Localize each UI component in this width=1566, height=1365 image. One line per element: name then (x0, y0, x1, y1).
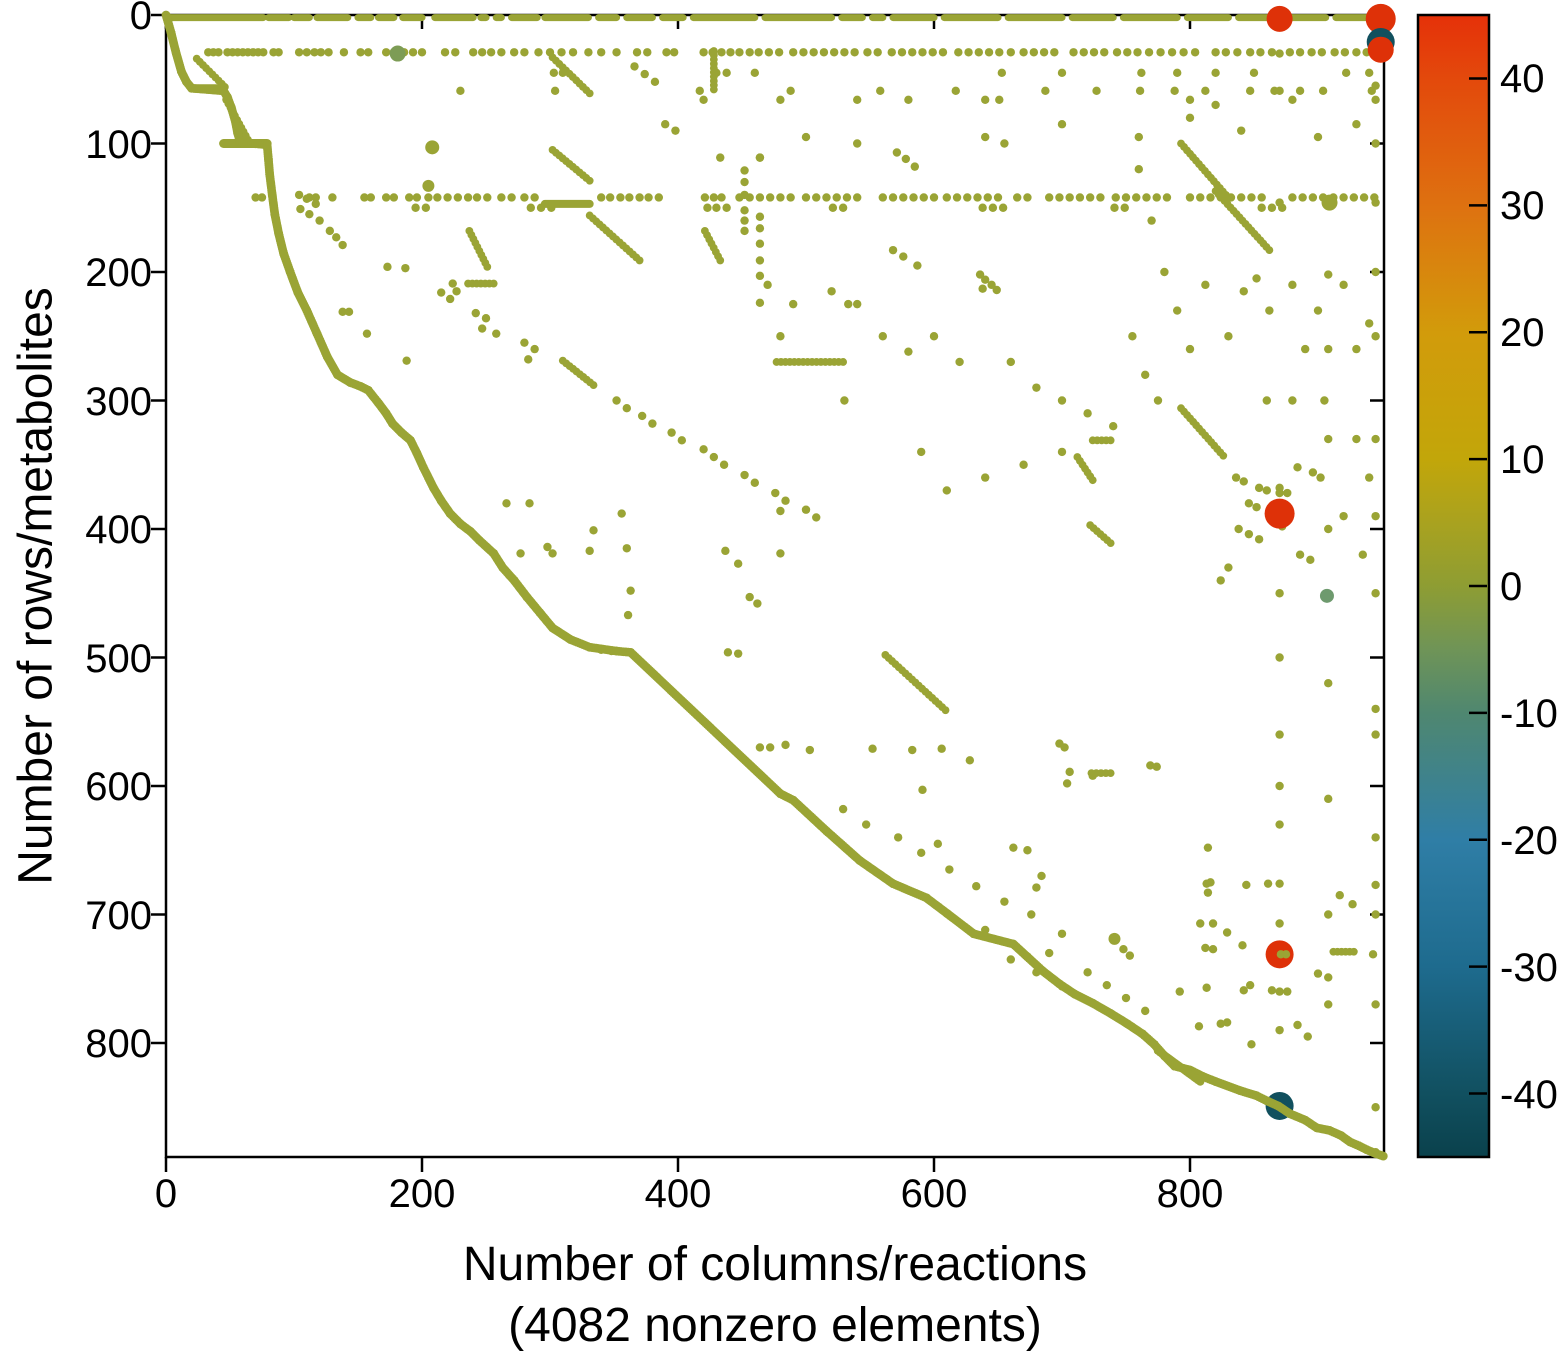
special-value-dots (389, 3, 1396, 1120)
colorbar-tick-label: 30 (1500, 184, 1545, 229)
x-tick-label: 400 (644, 1172, 712, 1216)
y-tick-label: 400 (85, 508, 152, 552)
colorbar-tick-label: -20 (1500, 818, 1558, 863)
y-tick-label: 200 (85, 251, 152, 295)
colorbar-tick-label: -10 (1500, 691, 1558, 736)
y-tick-label: 100 (85, 122, 152, 167)
colorbar-tick-label: 40 (1500, 57, 1545, 102)
x-tick-label: 0 (154, 1172, 178, 1216)
y-tick-label: 500 (85, 636, 152, 681)
y-tick-label: 800 (85, 1022, 152, 1066)
colorbar-tick-label: -30 (1500, 945, 1558, 990)
y-tick-label: 600 (85, 765, 152, 809)
colorbar-tick-label: 10 (1500, 438, 1545, 483)
x-axis-label-sub: (4082 nonzero elements) (508, 1299, 1042, 1352)
main-diagonal (161, 10, 1388, 1161)
colorbar-tick-label: 0 (1500, 565, 1523, 609)
plot-box (164, 13, 1386, 1159)
y-tick-label: 700 (85, 893, 152, 938)
y-tick-label: 0 (129, 0, 152, 38)
x-tick-label: 200 (388, 1172, 456, 1216)
x-axis-label: Number of columns/reactions (462, 1238, 1088, 1291)
colorbar-tick-label: 20 (1500, 311, 1545, 356)
x-tick-label: 800 (1156, 1172, 1224, 1216)
scatter-dots (162, 14, 1387, 1157)
colorbar-tick-label: -40 (1500, 1072, 1558, 1117)
x-tick-label: 600 (900, 1172, 968, 1216)
y-tick-label: 300 (85, 379, 152, 424)
